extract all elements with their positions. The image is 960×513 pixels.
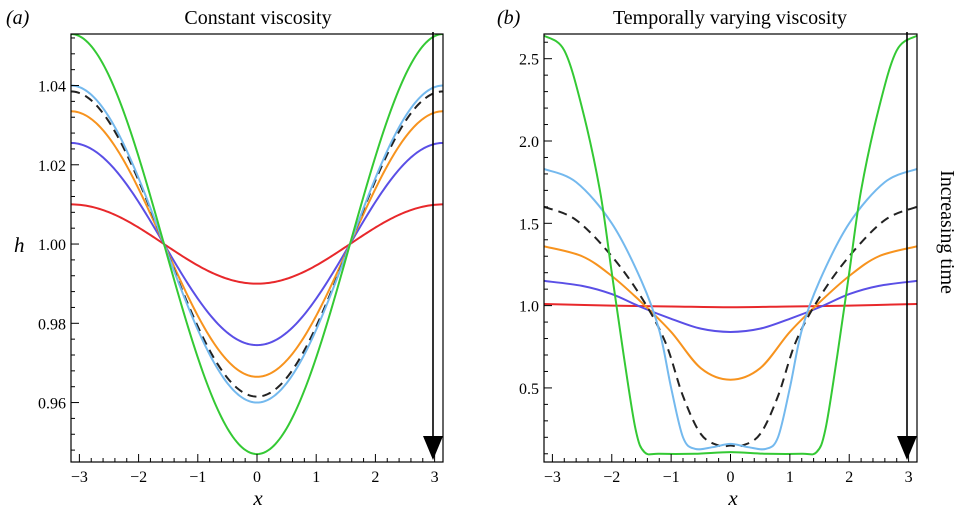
x-tick-label: 0 [727, 469, 735, 486]
series-line-1 [71, 203, 443, 285]
y-tick-label: 0.96 [38, 396, 66, 413]
panel-a: (a) Constant viscosity h x −3 −2 −1 0 1 2 3 0.9… [6, 7, 444, 510]
x-tick-label: 3 [431, 469, 439, 486]
series-line-4 [544, 205, 917, 448]
x-tick-label: 2 [371, 469, 379, 486]
series-line-5 [544, 168, 917, 451]
time-arrow-head [423, 436, 443, 460]
panel-a-label: (a) [6, 7, 30, 29]
increasing-time-label: Increasing time [936, 170, 958, 294]
series-line-1 [544, 302, 917, 309]
panel-a-xlabel: x [252, 486, 263, 510]
x-ticks [78, 454, 436, 462]
x-tick-label: 2 [845, 469, 853, 486]
series-line-2 [544, 279, 917, 333]
series-line-3 [71, 110, 443, 378]
y-ticks [71, 37, 79, 451]
x-tick-label: −3 [544, 469, 561, 486]
series-line-2 [71, 141, 443, 347]
plot-frame [70, 33, 444, 463]
y-tick-label: 2.5 [519, 52, 539, 69]
x-tick-label: 0 [253, 469, 261, 486]
x-tick-label: 1 [786, 469, 794, 486]
series-line-5 [71, 84, 443, 404]
x-tick-label: −2 [130, 469, 147, 486]
x-tick-label: −1 [189, 469, 206, 486]
time-arrow-head [897, 436, 917, 460]
y-tick-label: 1.04 [38, 79, 66, 96]
x-tick-label: −1 [663, 469, 680, 486]
series-line-6 [71, 34, 443, 456]
panel-a-plot: −3 −2 −1 0 1 2 3 0.96 0.98 1.00 1.02 1.04 [38, 32, 444, 486]
y-tick-label: 1.00 [38, 237, 66, 254]
panel-b-title: Temporally varying viscosity [613, 7, 847, 29]
y-tick-label: 2.0 [519, 134, 539, 151]
x-ticks [551, 454, 910, 462]
x-tick-label: 1 [312, 469, 320, 486]
panel-b-label: (b) [497, 7, 521, 29]
panel-a-ylabel: h [14, 233, 25, 257]
series-line-6 [544, 34, 917, 456]
series-line-4 [71, 90, 443, 398]
y-tick-label: 1.5 [519, 216, 539, 233]
y-tick-label: 0.98 [38, 316, 66, 333]
x-tick-label: −3 [71, 469, 88, 486]
y-tick-label: 0.5 [519, 381, 539, 398]
y-tick-label: 1.0 [519, 299, 539, 316]
x-tick-label: 3 [905, 469, 913, 486]
increasing-time-annotation: Increasing time [936, 170, 958, 294]
panel-b-plot: −3 −2 −1 0 1 2 3 0.5 1.0 1.5 2.0 2.5 [519, 32, 918, 486]
panel-a-title: Constant viscosity [184, 7, 331, 29]
x-tick-label: −2 [603, 469, 620, 486]
series-group [71, 34, 443, 456]
series-group [544, 34, 917, 456]
y-tick-label: 1.02 [38, 158, 66, 175]
plot-frame [543, 33, 918, 463]
panel-b-xlabel: x [727, 486, 738, 510]
y-ticks [544, 41, 552, 455]
panel-b: (b) Temporally varying viscosity x −3 −2−… [497, 7, 918, 510]
series-line-3 [544, 245, 917, 381]
